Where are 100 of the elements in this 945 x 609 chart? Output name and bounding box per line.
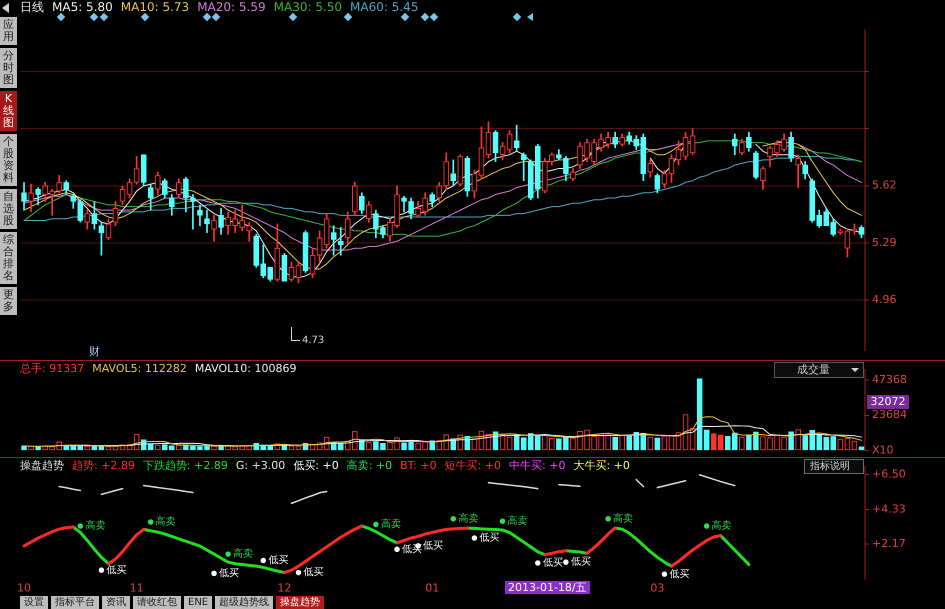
text: 资讯 (102, 596, 130, 609)
text: 更多 (0, 287, 17, 315)
bar (556, 438, 562, 450)
candlestick (197, 204, 203, 226)
point (704, 523, 710, 529)
text: 应用 (0, 17, 17, 45)
annotation: 财 (89, 345, 100, 358)
text: 指标平台 (51, 596, 99, 609)
data-label: 低买 (542, 558, 563, 569)
legend-label: 中牛买: +0 (509, 459, 566, 473)
text: MA20: 5.59 (197, 0, 266, 14)
y-tick-label: +4.33 (872, 502, 906, 516)
text: 自选股 (0, 189, 17, 229)
y-tick-label: +2.17 (872, 537, 906, 550)
data-label: 低买 (479, 532, 500, 544)
data-label: 低买 (669, 568, 690, 580)
text: 低买: +0 (293, 459, 339, 473)
point (563, 559, 569, 565)
data-label: 高卖 (613, 512, 634, 524)
text: 综合排名 (0, 232, 17, 284)
y-tick-label: +6.50 (872, 467, 906, 480)
y-tick-label: 5.62 (872, 178, 896, 192)
point (500, 518, 506, 524)
data-label: 低买 (423, 540, 444, 552)
point (450, 516, 456, 522)
y-tick-label: 4.96 (872, 293, 896, 306)
text: MA60: 5.45 (350, 0, 418, 14)
text: 超级趋势线 (215, 596, 274, 609)
point (296, 570, 302, 576)
y-tick-label: 47368 (872, 373, 907, 386)
text: 操盘趋势 (276, 596, 324, 609)
x-tick-label: 03 (650, 581, 664, 594)
point (535, 560, 541, 566)
bar (563, 437, 569, 450)
point (260, 558, 266, 564)
point (78, 523, 84, 529)
text: K线图 (0, 91, 17, 131)
legend-label: G: +3.00 (236, 459, 286, 473)
data-label: 高卖 (458, 512, 478, 524)
y-tick-label: 5.29 (872, 236, 896, 249)
point (394, 546, 400, 552)
data-label: 低买 (219, 568, 240, 579)
x-tick-label: 11 (130, 581, 144, 594)
text: 趋势: +2.89 (72, 459, 135, 473)
point (472, 535, 478, 541)
point (662, 571, 668, 577)
text: MA5: 5.80 (52, 0, 113, 14)
text: 总手: 91337 (20, 362, 84, 376)
text: 分时图 (0, 48, 17, 88)
data-label: 高卖 (156, 516, 176, 528)
data-label: 低买 (303, 567, 324, 578)
text: 个股资料 (0, 134, 17, 186)
point (211, 570, 217, 576)
text: 高卖: +0 (346, 459, 392, 473)
data-label: 高卖 (712, 520, 732, 532)
point (373, 522, 379, 528)
candlestick (98, 222, 104, 256)
y-tick-label: X10 (872, 443, 894, 456)
text: 设置 (20, 596, 48, 609)
legend-label: BT: +0 (400, 459, 437, 473)
annotation: 指标说明 (810, 461, 850, 473)
data-label: 高卖 (233, 548, 254, 560)
point (98, 567, 104, 573)
data-label: 低买 (268, 555, 288, 566)
text: MA10: 5.73 (120, 0, 190, 14)
data-label: 低买 (106, 564, 126, 576)
bar (696, 378, 702, 450)
x-tick-label: 10 (17, 581, 32, 594)
y-tick-label: 23684 (872, 408, 907, 422)
bar (704, 430, 710, 450)
x-tick-label: 01 (425, 581, 440, 594)
text: MAVOL10: 100869 (194, 362, 296, 376)
candlestick (852, 224, 858, 235)
text: 请收红包 (133, 596, 181, 609)
chart-title: 日线 (20, 0, 44, 14)
dropdown-field: 成交量 (774, 362, 864, 378)
chart-title: 操盘趋势 (20, 459, 64, 473)
bar (654, 438, 660, 450)
text: 32072 (867, 395, 909, 409)
legend-label: 大牛买: +0 (573, 459, 630, 473)
text: MA30: 5.50 (274, 0, 342, 14)
bar (753, 432, 759, 450)
data-label: 高卖 (380, 518, 401, 530)
annotation: 4.73 (302, 335, 324, 347)
text: 下跌趋势: +2.89 (142, 459, 228, 473)
point (148, 519, 154, 525)
point (605, 516, 611, 522)
data-label: 低买 (570, 556, 591, 568)
data-label: 高卖 (508, 514, 528, 527)
bar (746, 434, 752, 450)
text: ENE (184, 596, 212, 609)
point (225, 551, 231, 557)
button: 指标说明 (804, 459, 864, 474)
annotation: 成交量 (797, 363, 830, 376)
text: 2013-01-18/五 (505, 581, 590, 594)
bar (612, 436, 618, 450)
x-tick-label: 12 (277, 581, 292, 594)
data-label: 高卖 (85, 520, 106, 532)
text: MAVOL5: 112282 (92, 362, 187, 376)
legend-label: 短牛买: +0 (444, 459, 502, 473)
